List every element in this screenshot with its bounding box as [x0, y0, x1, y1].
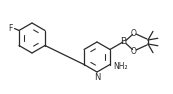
Text: B: B — [120, 38, 126, 47]
Text: F: F — [8, 24, 12, 33]
Text: O: O — [131, 47, 137, 55]
Text: NH₂: NH₂ — [113, 62, 128, 71]
Text: O: O — [131, 28, 137, 38]
Text: N: N — [94, 73, 100, 82]
